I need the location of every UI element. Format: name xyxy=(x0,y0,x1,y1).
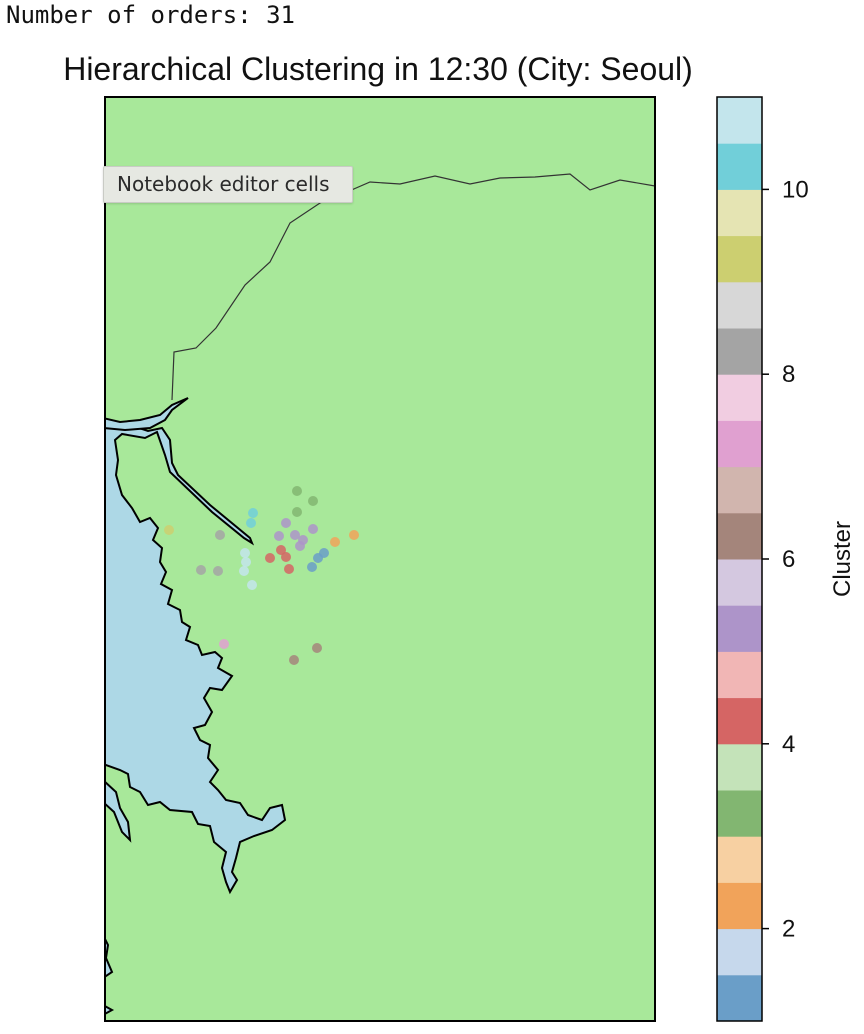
chart-title: Hierarchical Clustering in 12:30 (City: … xyxy=(63,51,693,87)
cluster-point xyxy=(308,496,318,506)
cluster-points xyxy=(164,486,359,665)
colorbar-segments xyxy=(717,97,762,1022)
colorbar-segment xyxy=(717,836,762,883)
colorbar-ticks: 2 4 6 8 10 xyxy=(762,176,809,943)
cluster-point xyxy=(276,545,286,555)
cluster-point xyxy=(281,518,291,528)
map-plot-area xyxy=(104,96,656,1022)
colorbar-segment xyxy=(717,651,762,699)
cluster-point xyxy=(295,541,305,551)
colorbar-segment xyxy=(717,281,762,329)
admin-border-line xyxy=(171,173,655,401)
colorbar-segment xyxy=(717,512,762,560)
colorbar-segment xyxy=(717,143,762,190)
colorbar-tick-label: 4 xyxy=(782,731,795,758)
water-edge-bottom xyxy=(105,936,114,978)
colorbar-segment xyxy=(717,559,762,606)
colorbar-tick-label: 8 xyxy=(782,361,795,388)
colorbar-segment xyxy=(717,605,762,652)
cluster-point xyxy=(281,552,291,562)
cluster-point xyxy=(290,530,300,540)
colorbar-tick-label: 2 xyxy=(782,916,795,943)
cluster-point xyxy=(292,507,302,517)
colorbar-segment xyxy=(717,790,762,837)
plot-frame xyxy=(104,96,656,1022)
cluster-point xyxy=(349,530,359,540)
cluster-point xyxy=(308,524,318,534)
colorbar-segment xyxy=(717,374,762,421)
cluster-point xyxy=(213,566,223,576)
colorbar-tick-label: 6 xyxy=(782,546,795,573)
cluster-point xyxy=(307,562,317,572)
cluster-point xyxy=(241,557,251,567)
water-body xyxy=(105,419,287,895)
colorbar-segment xyxy=(717,420,762,468)
colorbar-segment xyxy=(717,189,762,237)
cluster-point xyxy=(219,639,229,649)
cluster-point xyxy=(289,655,299,665)
cluster-point xyxy=(215,530,225,540)
colorbar-segment xyxy=(717,697,762,745)
cluster-point xyxy=(265,553,275,563)
land-background xyxy=(105,97,655,1021)
cluster-point xyxy=(247,580,257,590)
cluster-point xyxy=(284,564,294,574)
cluster-point xyxy=(239,566,249,576)
notebook-tooltip: Notebook editor cells xyxy=(103,166,353,203)
cluster-point xyxy=(312,643,322,653)
colorbar-segment xyxy=(717,974,762,1022)
colorbar-segment xyxy=(717,743,762,791)
colorbar-segment xyxy=(717,97,762,144)
water-edge-corner xyxy=(105,1004,115,1016)
colorbar-segment xyxy=(717,928,762,976)
cluster-point xyxy=(292,486,302,496)
colorbar-label: Cluster xyxy=(829,521,856,597)
orders-count-output: Number of orders: 31 xyxy=(6,1,295,29)
cluster-point xyxy=(196,565,206,575)
water-channel xyxy=(105,397,189,432)
cluster-point xyxy=(313,553,323,563)
cluster-point xyxy=(240,548,250,558)
colorbar-segment xyxy=(717,466,762,514)
water-inlet-left xyxy=(105,780,132,843)
cluster-point xyxy=(246,518,256,528)
cluster-point xyxy=(248,508,258,518)
colorbar: 2 4 6 8 10 Cluster xyxy=(716,96,856,1022)
colorbar-tick-label: 10 xyxy=(782,176,809,203)
cluster-point xyxy=(274,531,284,541)
colorbar-segment xyxy=(717,235,762,283)
colorbar-segment xyxy=(717,328,762,375)
colorbar-segment xyxy=(717,882,762,930)
cluster-point xyxy=(164,525,174,535)
cluster-point xyxy=(330,537,340,547)
